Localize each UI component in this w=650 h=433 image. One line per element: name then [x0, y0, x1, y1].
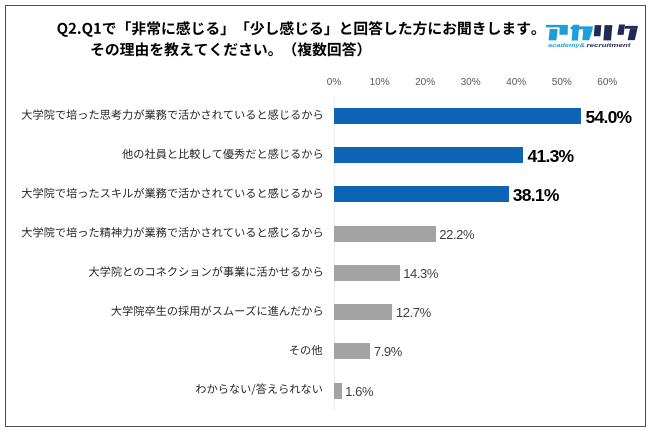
- svg-text:academy&: academy&: [548, 43, 585, 49]
- svg-text:recruitment: recruitment: [587, 43, 632, 49]
